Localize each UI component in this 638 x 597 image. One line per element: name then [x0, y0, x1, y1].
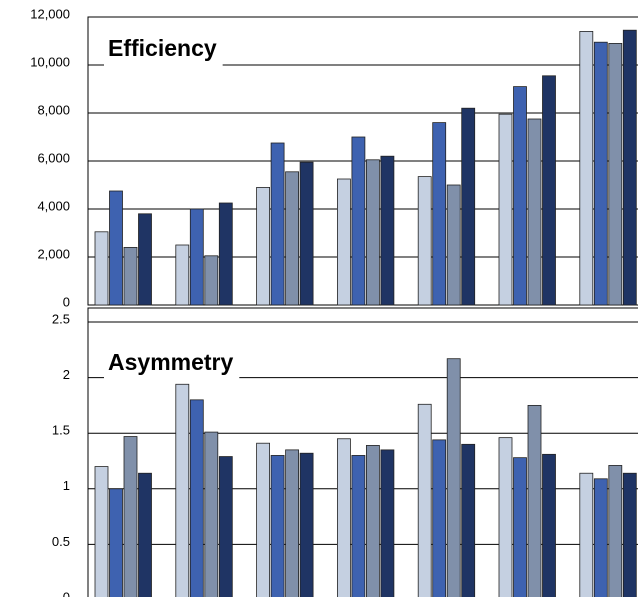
- bar: [579, 30, 594, 306]
- bar: [336, 438, 351, 597]
- bar: [270, 142, 285, 306]
- bar: [513, 457, 527, 597]
- bar: [446, 184, 461, 306]
- bar: [579, 472, 594, 597]
- y-tick-label: 0: [63, 294, 70, 309]
- bar: [336, 178, 351, 306]
- y-tick-label: 0: [63, 589, 70, 597]
- bar: [218, 456, 233, 597]
- bar: [204, 431, 219, 597]
- bar: [622, 472, 637, 597]
- bar: [461, 107, 476, 306]
- y-tick-label: 12,000: [30, 6, 70, 21]
- bar: [270, 455, 285, 597]
- bar: [380, 155, 395, 306]
- bar: [138, 213, 152, 306]
- bar: [365, 159, 380, 306]
- bar: [513, 86, 527, 306]
- y-tick-label: 2,000: [37, 246, 70, 261]
- bar: [608, 465, 623, 597]
- bar: [432, 122, 447, 306]
- bar: [299, 161, 314, 306]
- bar: [175, 244, 190, 306]
- y-tick-label: 10,000: [30, 54, 70, 69]
- bar: [138, 472, 152, 597]
- bar: [123, 246, 138, 306]
- bar: [365, 445, 380, 597]
- bar: [527, 404, 542, 597]
- bar: [123, 436, 138, 597]
- bar: [218, 202, 233, 306]
- y-tick-label: 2.5: [52, 311, 70, 326]
- bar: [299, 452, 314, 597]
- y-tick-label: 0.5: [52, 534, 70, 549]
- bar: [256, 442, 271, 597]
- bar: [527, 118, 542, 306]
- bar: [498, 437, 513, 597]
- title-background: [104, 34, 223, 66]
- bar: [593, 478, 608, 597]
- bar: [351, 136, 366, 306]
- bar: [542, 453, 556, 597]
- y-tick-label: 1.5: [52, 423, 70, 438]
- bar: [461, 443, 476, 597]
- plot-frame: [87, 307, 638, 597]
- bar: [498, 113, 513, 306]
- chart-title: Efficiency: [108, 35, 217, 61]
- bar: [256, 186, 271, 306]
- bar: [593, 41, 608, 306]
- bar: [608, 43, 623, 306]
- bar: [380, 449, 395, 597]
- bar: [204, 255, 219, 306]
- bar: [285, 449, 300, 597]
- bar: [432, 439, 447, 597]
- bar: [446, 358, 461, 597]
- bar: [417, 403, 432, 597]
- bar: [351, 455, 366, 597]
- y-tick-label: 1: [63, 478, 70, 493]
- bar: [94, 231, 109, 306]
- bar: [189, 208, 204, 306]
- y-tick-label: 2: [63, 367, 70, 382]
- chart-title: Asymmetry: [108, 349, 233, 375]
- bar: [189, 399, 204, 597]
- bar: [285, 171, 300, 306]
- bar: [542, 75, 556, 306]
- bar: [417, 176, 432, 306]
- bar: [622, 29, 637, 306]
- bar: [109, 488, 123, 597]
- y-tick-label: 6,000: [37, 150, 70, 165]
- title-background: [104, 348, 240, 380]
- bar: [175, 383, 190, 597]
- bar: [109, 190, 123, 306]
- y-tick-label: 4,000: [37, 198, 70, 213]
- bar: [94, 466, 109, 597]
- y-tick-label: 8,000: [37, 102, 70, 117]
